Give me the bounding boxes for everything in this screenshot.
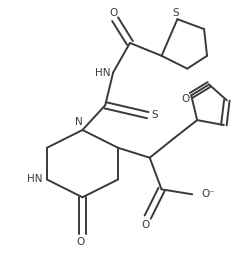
Text: HN: HN bbox=[27, 175, 43, 184]
Text: O: O bbox=[181, 94, 189, 104]
Text: S: S bbox=[151, 110, 158, 120]
Text: O⁻: O⁻ bbox=[201, 189, 215, 199]
Text: N: N bbox=[75, 117, 82, 127]
Text: HN: HN bbox=[95, 68, 111, 78]
Text: O: O bbox=[109, 8, 117, 18]
Text: O: O bbox=[76, 237, 85, 247]
Text: O: O bbox=[142, 220, 150, 230]
Text: S: S bbox=[172, 8, 179, 18]
